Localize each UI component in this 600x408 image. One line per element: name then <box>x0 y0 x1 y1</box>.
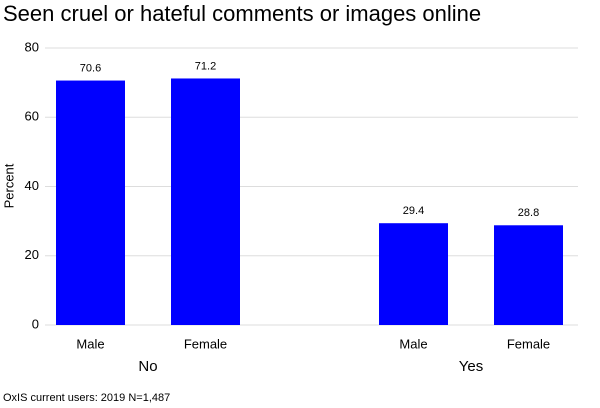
y-tick-label: 80 <box>25 39 39 54</box>
value-label: 29.4 <box>403 205 424 217</box>
x-tick-label: Male <box>76 336 104 351</box>
bar <box>171 78 240 325</box>
value-label: 71.2 <box>195 60 216 72</box>
y-axis-label: Percent <box>1 163 16 208</box>
bar <box>379 223 448 325</box>
caption: OxIS current users: 2019 N=1,487 <box>3 392 170 404</box>
y-tick-label: 0 <box>32 316 39 331</box>
group-label: No <box>138 358 157 375</box>
bar <box>56 80 125 325</box>
value-label: 28.8 <box>518 207 539 219</box>
y-tick-label: 40 <box>25 178 39 193</box>
bar <box>494 225 563 325</box>
x-tick-label: Female <box>507 336 550 351</box>
value-label: 70.6 <box>80 62 101 74</box>
x-tick-label: Female <box>184 336 227 351</box>
group-label: Yes <box>459 358 483 375</box>
y-tick-label: 60 <box>25 109 39 124</box>
chart-title: Seen cruel or hateful comments or images… <box>3 1 481 26</box>
y-tick-label: 20 <box>25 247 39 262</box>
x-tick-label: Male <box>399 336 427 351</box>
